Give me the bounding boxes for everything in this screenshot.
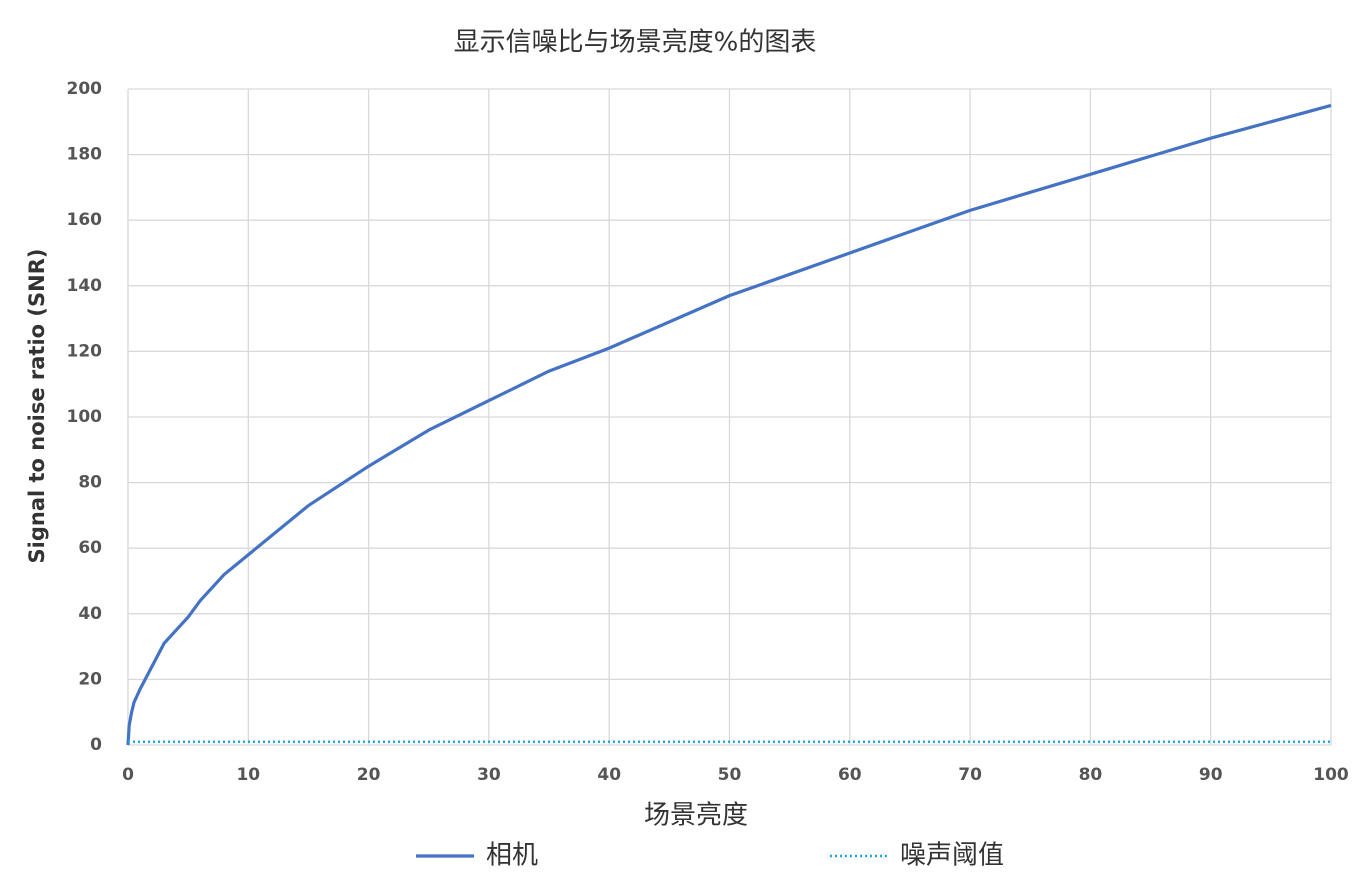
x-tick-label: 70 — [958, 765, 982, 785]
y-tick-label: 120 — [67, 341, 103, 361]
x-tick-label: 40 — [597, 765, 621, 785]
x-tick-label: 0 — [122, 765, 134, 785]
y-tick-label: 20 — [78, 669, 102, 689]
x-tick-label: 60 — [838, 765, 862, 785]
series-line — [126, 103, 1332, 746]
x-tick-label: 20 — [357, 765, 381, 785]
x-tick-label: 10 — [236, 765, 260, 785]
y-tick-label: 100 — [67, 407, 103, 427]
x-tick-label: 50 — [718, 765, 742, 785]
y-tick-label: 0 — [90, 735, 102, 755]
y-tick-label: 80 — [78, 473, 102, 493]
y-tick-label: 180 — [67, 145, 103, 165]
y-tick-label: 40 — [78, 604, 102, 624]
y-axis-label: Signal to noise ratio (SNR) — [25, 249, 49, 564]
legend-label: 相机 — [486, 841, 538, 871]
y-tick-label: 200 — [67, 79, 103, 99]
x-tick-label: 90 — [1199, 765, 1223, 785]
x-tick-label: 80 — [1079, 765, 1103, 785]
y-tick-label: 160 — [67, 210, 103, 230]
x-tick-label: 30 — [477, 765, 501, 785]
y-tick-label: 60 — [78, 538, 102, 558]
legend-label: 噪声阈值 — [900, 841, 1004, 871]
y-tick-label: 140 — [67, 276, 103, 296]
x-tick-label: 100 — [1313, 765, 1349, 785]
chart-title: 显示信噪比与场景亮度%的图表 — [454, 28, 817, 58]
x-axis-label: 场景亮度 — [644, 801, 748, 831]
